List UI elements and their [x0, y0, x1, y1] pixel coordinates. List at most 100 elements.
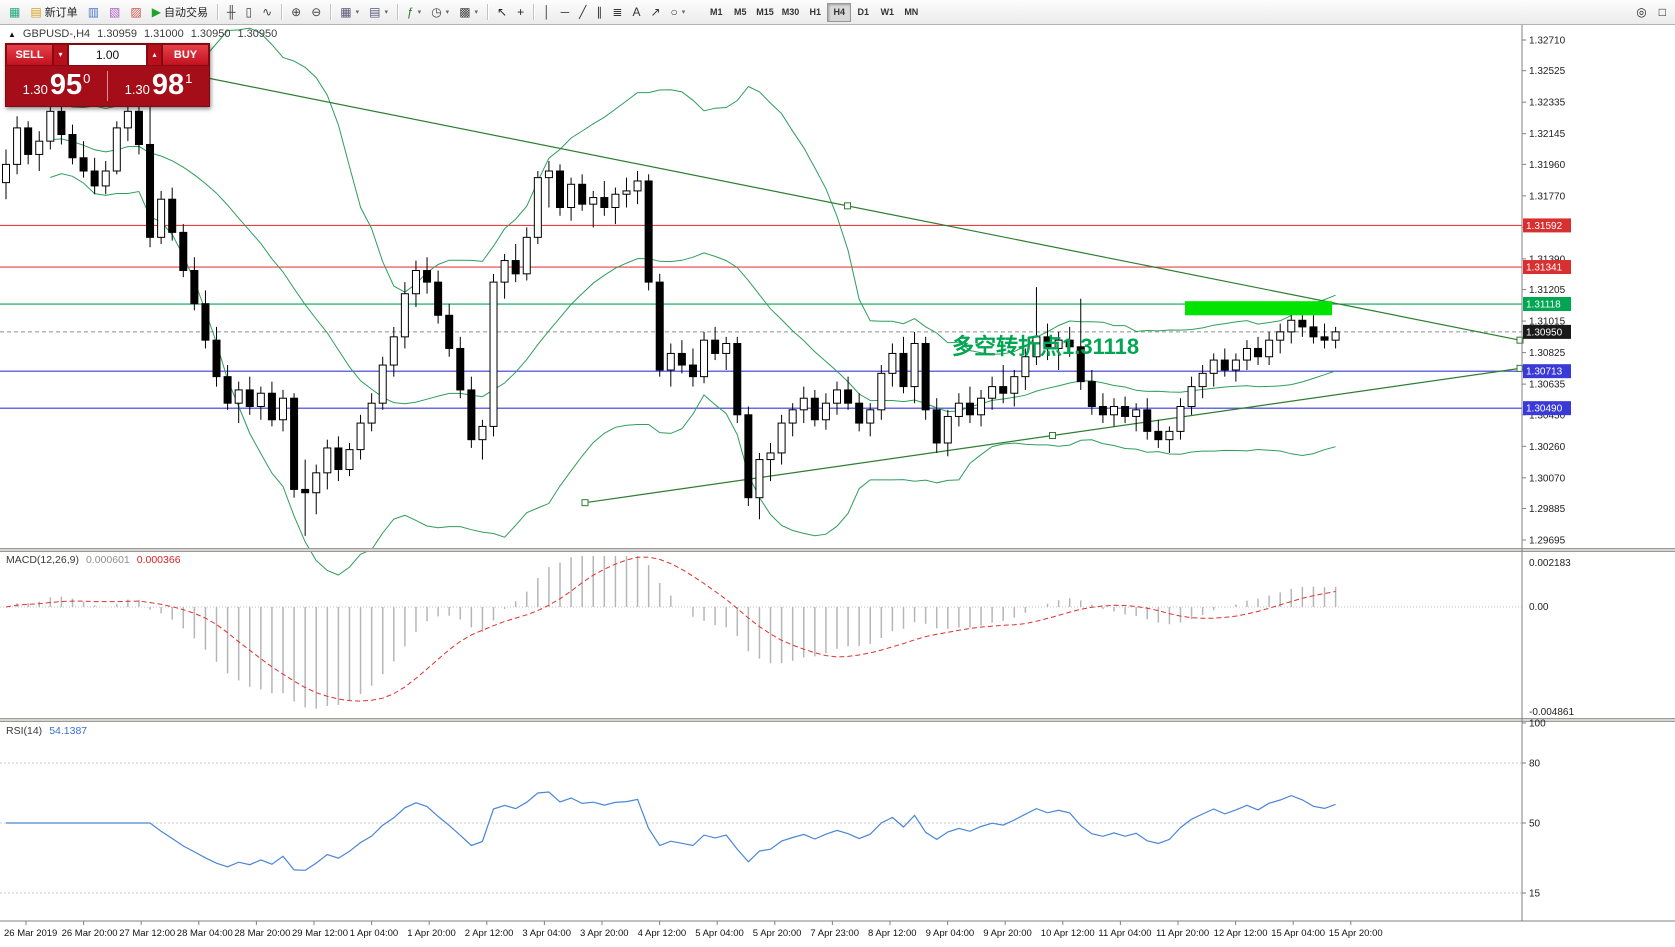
zoom-out-icon[interactable]: ⊖ — [306, 2, 326, 23]
channel-icon[interactable]: ∥ — [591, 2, 607, 23]
svg-text:1.31390: 1.31390 — [1529, 254, 1566, 265]
timeframe-h4-button[interactable]: H4 — [827, 2, 852, 22]
macd-label: MACD(12,26,9) 0.000601 0.000366 — [6, 554, 181, 566]
svg-text:4 Apr 12:00: 4 Apr 12:00 — [638, 928, 687, 939]
svg-text:2 Apr 12:00: 2 Apr 12:00 — [465, 928, 514, 939]
horizontal-lines[interactable] — [0, 224, 1522, 409]
timeframe-group: M1 M5 M15 M30 H1 H4 D1 W1 MN — [704, 2, 923, 22]
bar-chart-icon[interactable]: ╫ — [222, 2, 241, 23]
time-axis[interactable]: 26 Mar 2019 26 Mar 20:00 27 Mar 12:00 28 Ma… — [0, 920, 1675, 939]
pane-separators[interactable] — [0, 548, 1675, 722]
periods-icon[interactable]: ◷ ▾ — [426, 2, 454, 23]
timeframe-h1-button[interactable]: H1 — [803, 3, 827, 22]
timeframe-w1-button[interactable]: W1 — [875, 3, 899, 22]
volume-down-button[interactable]: ▾ — [53, 44, 68, 66]
data-window-icon[interactable]: ▨ — [125, 2, 146, 23]
shapes-icon[interactable]: ○ ▾ — [666, 2, 691, 23]
app-icon[interactable]: ▦ — [4, 2, 25, 23]
horizontal-line-icon[interactable]: ─ — [556, 2, 575, 23]
crosshair-icon[interactable]: + — [512, 2, 529, 23]
new-order-button[interactable]: ▤ 新订单 — [25, 2, 82, 23]
svg-text:1 Apr 20:00: 1 Apr 20:00 — [407, 928, 456, 939]
channel-icon: ∥ — [596, 5, 603, 19]
chart-area: 1.32710 1.32525 1.32335 1.32145 1.31960 1.317… — [0, 25, 1675, 947]
ohlc-high: 1.31000 — [143, 28, 184, 40]
new-chart-icon[interactable]: ▤ ▾ — [364, 2, 393, 23]
window-icon[interactable]: □ — [1654, 2, 1671, 23]
svg-text:1.31592: 1.31592 — [1526, 221, 1563, 232]
svg-text:1.30070: 1.30070 — [1529, 473, 1566, 484]
symbol-info: ▲ GBPUSD-,H4 1.30959 1.31000 1.30950 1.3… — [8, 28, 277, 40]
svg-text:1.30260: 1.30260 — [1529, 442, 1566, 453]
rsi-label: RSI(14) 54.1387 — [6, 725, 87, 737]
rsi-name: RSI(14) — [6, 725, 43, 737]
svg-text:26 Mar 20:00: 26 Mar 20:00 — [62, 928, 118, 939]
svg-text:10 Apr 12:00: 10 Apr 12:00 — [1041, 928, 1095, 939]
svg-text:27 Mar 12:00: 27 Mar 12:00 — [119, 928, 175, 939]
dropdown-caret-icon: ▾ — [384, 9, 388, 16]
timeframe-d1-button[interactable]: D1 — [851, 3, 875, 22]
annotation-text: 多空转折点1.31118 — [952, 334, 1140, 359]
ohlc-open: 1.30959 — [97, 28, 137, 40]
market-watch-icon[interactable]: ▧ — [104, 2, 125, 23]
svg-text:1.30950: 1.30950 — [1526, 327, 1563, 338]
new-chart-icon: ▤ — [369, 5, 381, 19]
svg-text:28 Mar 20:00: 28 Mar 20:00 — [234, 928, 290, 939]
svg-text:15: 15 — [1529, 889, 1541, 900]
timeframe-m30-button[interactable]: M30 — [778, 3, 804, 22]
main-toolbar: ▦ ▤ 新订单 ▥ ▧ ▨ ▶ 自动交易 ╫ ▯ ∿ ⊕ ⊖ ▦ ▾ ▤ ▾ ƒ ▾ ◷ ▾ ▩ ▾ ↖ + │ ─ ╱ ∥ ≣ A ↗ ○ ▾ … — [0, 0, 1675, 25]
trendline-icon: ╱ — [579, 5, 587, 19]
chart-profile-icon[interactable]: ▥ — [83, 2, 104, 23]
svg-text:1.29695: 1.29695 — [1529, 536, 1566, 547]
trendline-icon[interactable]: ╱ — [574, 2, 591, 23]
candlestick-chart-icon[interactable]: ▯ — [240, 2, 257, 23]
price-axis[interactable]: 1.32710 1.32525 1.32335 1.32145 1.31960 1.317… — [1521, 25, 1574, 921]
svg-text:28 Mar 04:00: 28 Mar 04:00 — [177, 928, 233, 939]
candles — [2, 94, 1340, 536]
toolbar-separator — [487, 4, 489, 20]
vertical-line-icon: │ — [543, 5, 551, 19]
bollinger-bands — [50, 27, 1336, 576]
volume-up-button[interactable]: ▴ — [147, 44, 162, 66]
toolbar-separator — [330, 4, 332, 20]
horizontal-line-icon: ─ — [560, 5, 570, 19]
app-icon: ▦ — [9, 5, 21, 19]
cursor-icon[interactable]: ↖ — [492, 2, 512, 23]
highlight-rect[interactable] — [1185, 301, 1332, 316]
line-chart-icon[interactable]: ∿ — [257, 2, 277, 23]
ohlc-low: 1.30950 — [190, 28, 231, 40]
price-chart[interactable]: 1.32710 1.32525 1.32335 1.32145 1.31960 1.317… — [0, 25, 1675, 947]
fibonacci-icon: ≣ — [612, 5, 623, 19]
vertical-line-icon[interactable]: │ — [538, 2, 556, 23]
sell-button[interactable]: SELL — [6, 44, 53, 66]
timeframe-m1-button[interactable]: M1 — [704, 3, 728, 22]
autotrading-button[interactable]: ▶ 自动交易 — [147, 2, 213, 23]
arrow-object-icon[interactable]: ↗ — [645, 2, 665, 23]
buy-price[interactable]: 1.30 98 1 — [108, 71, 209, 100]
timeframe-m5-button[interactable]: M5 — [728, 3, 752, 22]
tile-windows-icon[interactable]: ▦ ▾ — [335, 2, 364, 23]
toolbar-separator — [533, 4, 535, 20]
sell-price[interactable]: 1.30 95 0 — [6, 71, 107, 100]
buy-button[interactable]: BUY — [162, 44, 209, 66]
zoom-in-icon[interactable]: ⊕ — [286, 2, 306, 23]
trend-lines[interactable] — [171, 68, 1524, 507]
timeframe-mn-button[interactable]: MN — [899, 3, 923, 22]
text-label-icon[interactable]: A — [627, 2, 645, 23]
svg-text:1.32525: 1.32525 — [1529, 66, 1566, 77]
svg-text:1.30490: 1.30490 — [1526, 404, 1563, 415]
toolbar-right-icons: ◎ □ — [1631, 2, 1671, 23]
timeframe-m15-button[interactable]: M15 — [752, 3, 778, 22]
svg-text:12 Apr 12:00: 12 Apr 12:00 — [1214, 928, 1268, 939]
svg-text:3 Apr 20:00: 3 Apr 20:00 — [580, 928, 629, 939]
volume-input[interactable] — [68, 44, 147, 66]
search-icon[interactable]: ◎ — [1631, 2, 1651, 23]
svg-text:15 Apr 20:00: 15 Apr 20:00 — [1329, 928, 1383, 939]
bid-ask-display: 1.30 95 0 1.30 98 1 — [6, 66, 209, 106]
indicators-icon[interactable]: ƒ ▾ — [402, 2, 426, 23]
templates-icon[interactable]: ▩ ▾ — [454, 2, 483, 23]
fibonacci-icon[interactable]: ≣ — [607, 2, 627, 23]
macd-pane — [0, 556, 1522, 709]
svg-text:11 Apr 20:00: 11 Apr 20:00 — [1156, 928, 1209, 939]
toolbar-separator — [216, 4, 218, 20]
